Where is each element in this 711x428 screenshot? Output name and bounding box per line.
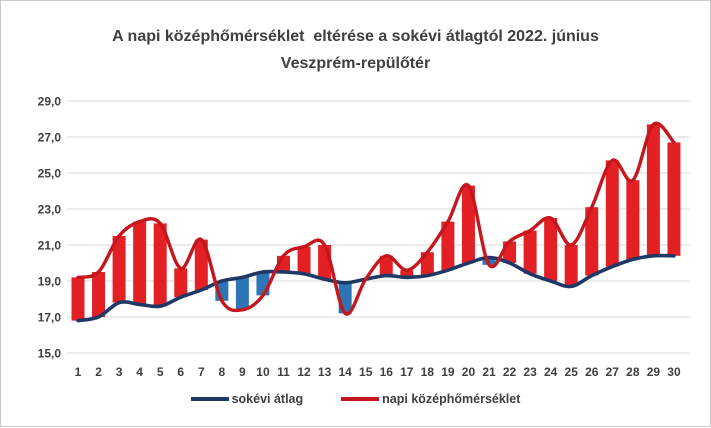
x-tick-label: 4 [136,365,143,379]
x-tick-label: 21 [482,365,496,379]
updown-bar-above-average [564,245,578,287]
x-tick-label: 3 [116,365,123,379]
updown-bar-above-average [297,246,311,274]
x-tick-label: 8 [219,365,226,379]
chart-legend: sokévi átlag napi középhőmérséklet [1,392,710,406]
y-tick-label: 17,0 [38,311,62,325]
x-tick-label: 7 [198,365,205,379]
x-tick-label: 14 [338,365,352,379]
x-tick-label: 5 [157,365,164,379]
daily-temperature-line [76,121,676,316]
updown-bar-above-average [194,239,208,290]
chart-title: A napi középhőmérséklet eltérése a sokév… [1,23,710,77]
updown-bar-above-average [585,207,599,276]
x-tick-label: 25 [565,365,579,379]
updown-bar-above-average [400,270,414,278]
daily-line-swatch [341,397,380,401]
updown-bar-above-average [71,277,85,321]
chart-title-line1: A napi középhőmérséklet eltérése a sokév… [112,28,599,45]
y-tick-label: 23,0 [38,203,62,217]
updown-bar-above-average [461,185,475,263]
x-tick-label: 24 [544,365,558,379]
x-tick-label: 17 [400,365,414,379]
updown-bar-above-average [441,221,455,271]
x-tick-label: 18 [421,365,435,379]
updown-bar-above-average [92,272,106,317]
y-tick-label: 21,0 [38,239,62,253]
x-tick-label: 11 [277,365,290,379]
x-tick-label: 15 [359,365,373,379]
x-tick-label: 23 [523,365,537,379]
updown-bar-above-average [112,236,126,303]
y-tick-label: 19,0 [38,275,62,289]
x-tick-label: 22 [503,365,517,379]
x-tick-label: 10 [256,365,270,379]
updown-bar-above-average [133,221,147,305]
updown-bar-above-average [667,142,681,256]
legend-label-average: sokévi átlag [231,392,304,406]
x-tick-label: 9 [239,365,246,379]
x-tick-label: 16 [380,365,394,379]
updown-bar-above-average [379,255,393,276]
legend-item-average: sokévi átlag [190,392,304,406]
updown-bar-above-average [544,218,558,281]
updown-bar-below-average [235,277,249,310]
updown-bar-above-average [523,230,537,274]
x-tick-label: 12 [297,365,311,379]
y-tick-label: 15,0 [38,347,62,361]
y-tick-label: 25,0 [38,167,62,181]
average-line [76,253,676,323]
updown-bar-above-average [646,124,660,256]
legend-label-daily: napi középhőmérséklet [382,392,521,406]
y-tick-label: 29,0 [38,95,62,109]
updown-bar-below-average [256,272,270,296]
updown-bar-above-average [153,223,167,307]
x-tick-label: 6 [177,365,184,379]
updown-bar-above-average [626,180,640,260]
x-tick-label: 2 [95,365,102,379]
x-tick-label: 27 [606,365,620,379]
x-tick-label: 30 [667,365,681,379]
x-tick-label: 29 [647,365,661,379]
updown-bar-above-average [605,160,619,267]
x-tick-label: 28 [626,365,640,379]
y-tick-label: 27,0 [38,131,62,145]
chart-title-line2: Veszprém-repülőtér [280,55,431,72]
x-tick-label: 26 [585,365,599,379]
x-tick-label: 20 [462,365,476,379]
x-tick-label: 1 [75,365,82,379]
x-tick-label: 19 [441,365,455,379]
legend-item-daily: napi középhőmérséklet [341,392,520,406]
updown-bar-above-average [174,268,188,298]
average-line-swatch [190,397,229,401]
x-tick-label: 13 [318,365,332,379]
